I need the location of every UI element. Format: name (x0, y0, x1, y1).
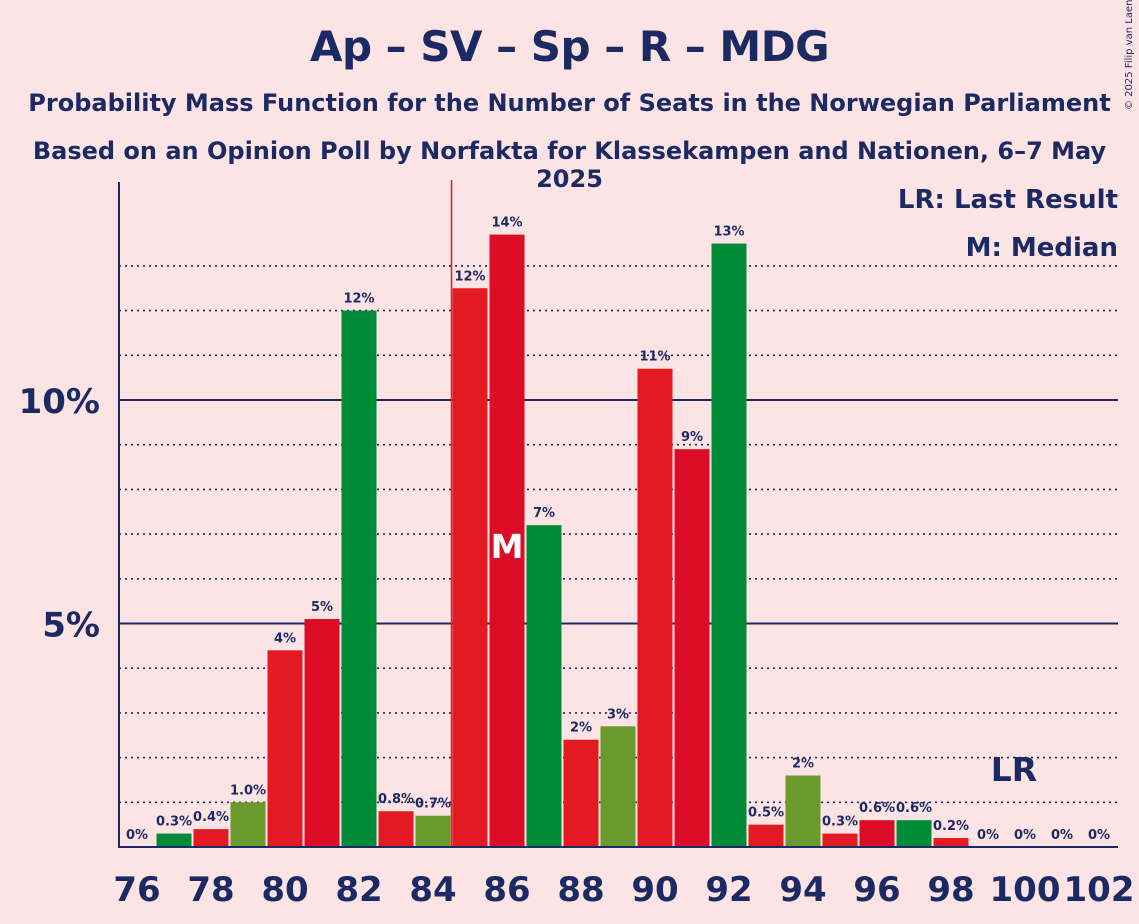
legend-last-result: LR: Last Result (897, 185, 1118, 215)
x-tick-label-98: 98 (927, 870, 974, 910)
data-label-seats-84: 0.7% (415, 797, 451, 812)
data-label-seats-93: 0.5% (748, 806, 784, 821)
bar-seats-95 (822, 833, 858, 847)
x-tick-label-88: 88 (557, 870, 604, 910)
data-label-seats-94: 2% (792, 756, 814, 771)
data-label-seats-83: 0.8% (378, 792, 414, 807)
data-label-seats-88: 2% (570, 721, 592, 736)
bar-seats-80 (267, 650, 303, 847)
last-result-label: LR (991, 750, 1037, 789)
y-tick-label: 10% (19, 382, 100, 422)
chart-subtitle-source: Based on an Opinion Poll by Norfakta for… (32, 137, 1107, 193)
data-label-seats-95: 0.3% (822, 815, 858, 830)
bar-seats-91 (674, 449, 710, 847)
x-tick-label-94: 94 (779, 870, 826, 910)
bar-seats-82 (341, 310, 377, 848)
data-label-seats-82: 12% (343, 292, 374, 307)
data-label-seats-79: 1.0% (230, 783, 266, 798)
data-label-seats-81: 5% (311, 600, 333, 615)
data-label-seats-80: 4% (274, 631, 296, 646)
bar-seats-79 (230, 802, 266, 847)
median-marker: M (491, 527, 524, 566)
x-tick-label-96: 96 (853, 870, 900, 910)
bar-seats-89 (600, 726, 636, 847)
data-label-seats-98: 0.2% (933, 819, 969, 834)
bar-seats-84 (415, 815, 451, 847)
bar-seats-86 (489, 234, 525, 848)
x-tick-label-80: 80 (261, 870, 308, 910)
data-label-seats-101: 0% (1051, 828, 1073, 843)
x-tick-label-92: 92 (705, 870, 752, 910)
bar-seats-90 (637, 368, 673, 847)
y-tick-label: 5% (42, 606, 100, 646)
data-label-seats-89: 3% (607, 707, 629, 722)
x-tick-label-86: 86 (483, 870, 530, 910)
bar-seats-98 (933, 838, 969, 847)
x-tick-label-90: 90 (631, 870, 678, 910)
bar-seats-88 (563, 739, 599, 847)
data-label-seats-87: 7% (533, 506, 555, 521)
data-label-seats-91: 9% (681, 430, 703, 445)
bar-seats-78 (193, 829, 229, 847)
data-label-seats-100: 0% (1014, 828, 1036, 843)
bar-seats-83 (378, 811, 414, 847)
bar-seats-81 (304, 619, 340, 847)
chart-subtitle: Probability Mass Function for the Number… (28, 89, 1111, 117)
x-tick-label-102: 102 (1064, 870, 1135, 910)
bar-seats-96 (859, 820, 895, 847)
bar-seats-85 (452, 288, 488, 847)
x-tick-label-78: 78 (187, 870, 234, 910)
bar-seats-92 (711, 243, 747, 848)
data-label-seats-102: 0% (1088, 828, 1110, 843)
bar-seats-93 (748, 824, 784, 847)
data-label-seats-90: 11% (639, 350, 670, 365)
x-tick-label-100: 100 (990, 870, 1061, 910)
bar-seats-97 (896, 820, 932, 847)
data-label-seats-97: 0.6% (896, 801, 932, 816)
data-label-seats-85: 12% (454, 269, 485, 284)
data-label-seats-78: 0.4% (193, 810, 229, 825)
data-label-seats-86: 14% (491, 216, 522, 231)
data-label-seats-96: 0.6% (859, 801, 895, 816)
data-label-seats-99: 0% (977, 828, 999, 843)
bar-seats-77 (156, 833, 192, 847)
legend-median: M: Median (965, 233, 1118, 263)
bar-seats-94 (785, 775, 821, 847)
x-tick-label-82: 82 (335, 870, 382, 910)
chart-title: Ap – SV – Sp – R – MDG (309, 22, 830, 71)
data-label-seats-92: 13% (713, 225, 744, 240)
data-label-seats-76: 0% (126, 828, 148, 843)
x-tick-label-76: 76 (113, 870, 160, 910)
bar-seats-87 (526, 525, 562, 847)
x-tick-label-84: 84 (409, 870, 456, 910)
data-label-seats-77: 0.3% (156, 815, 192, 830)
